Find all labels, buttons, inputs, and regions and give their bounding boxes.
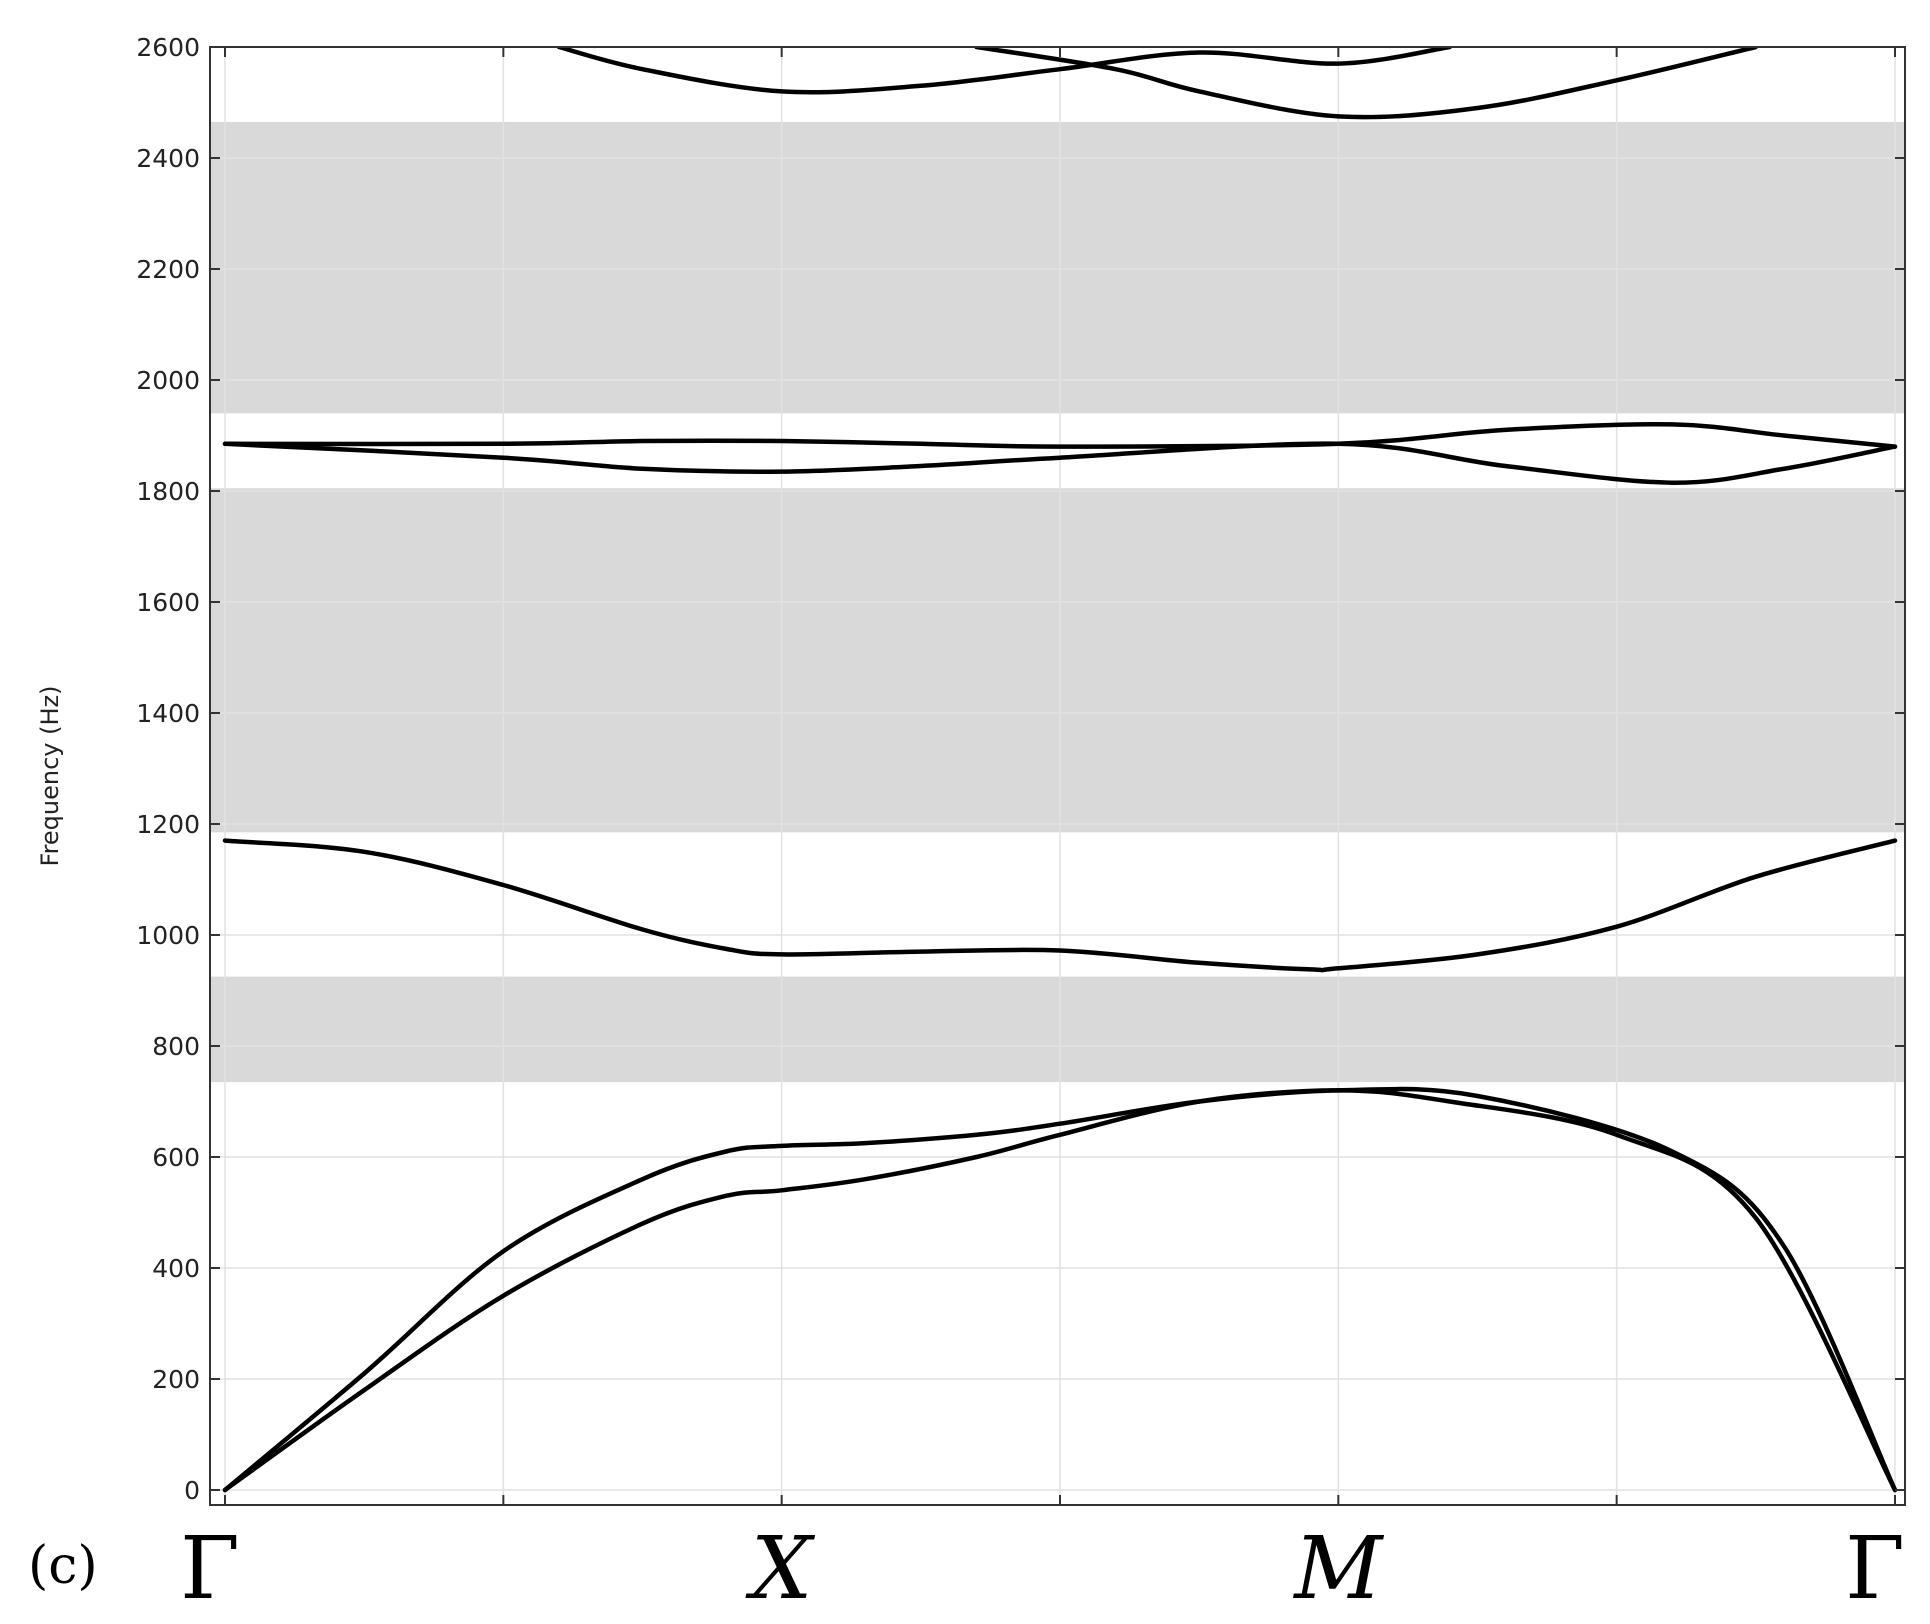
high-symmetry-label-3: M [1292,1519,1384,1619]
high-symmetry-label-1: Γ [180,1519,240,1619]
y-tick-label-1800: 1800 [136,477,200,506]
y-tick-label-2600: 2600 [136,33,200,62]
y-tick-label-1400: 1400 [136,699,200,728]
y-axis-title: Frequency (Hz) [36,686,64,867]
y-axis-ticks: 0 200 400 600 800 1000 1200 1400 1600 1800 2000 220… [136,33,1905,1505]
plot-frame [209,46,1906,1506]
y-tick-label-1200: 1200 [136,810,200,839]
grid-lines [210,46,1905,1505]
band-gaps [210,121,1905,1083]
y-tick-label-2000: 2000 [136,366,200,395]
dispersion-band-6 [556,47,1452,95]
y-tick-label-1600: 1600 [136,588,200,617]
dispersion-curves [222,47,1898,1493]
y-tick-label-400: 400 [152,1254,200,1283]
high-symmetry-label-2: X [745,1519,816,1619]
panel-label: (c) [28,1536,98,1596]
dispersion-band-2 [222,1086,1898,1493]
dispersion-band-4 [222,441,1898,485]
y-tick-label-2200: 2200 [136,255,200,284]
dispersion-band-3 [222,838,1898,973]
high-symmetry-label-4: Γ [1845,1519,1905,1619]
band-gap-1 [210,976,1905,1083]
y-tick-label-200: 200 [152,1365,200,1394]
x-axis-ticks [224,47,1896,1505]
dispersion-band-1 [222,1088,1898,1493]
dispersion-band-5 [222,422,1898,449]
dispersion-band-7 [974,47,1759,120]
band-gap-2 [210,488,1905,833]
y-tick-label-800: 800 [152,1032,200,1061]
y-tick-label-600: 600 [152,1143,200,1172]
band-gap-3 [210,121,1905,414]
y-tick-label-0: 0 [184,1476,200,1505]
y-tick-label-1000: 1000 [136,921,200,950]
y-tick-label-2400: 2400 [136,144,200,173]
